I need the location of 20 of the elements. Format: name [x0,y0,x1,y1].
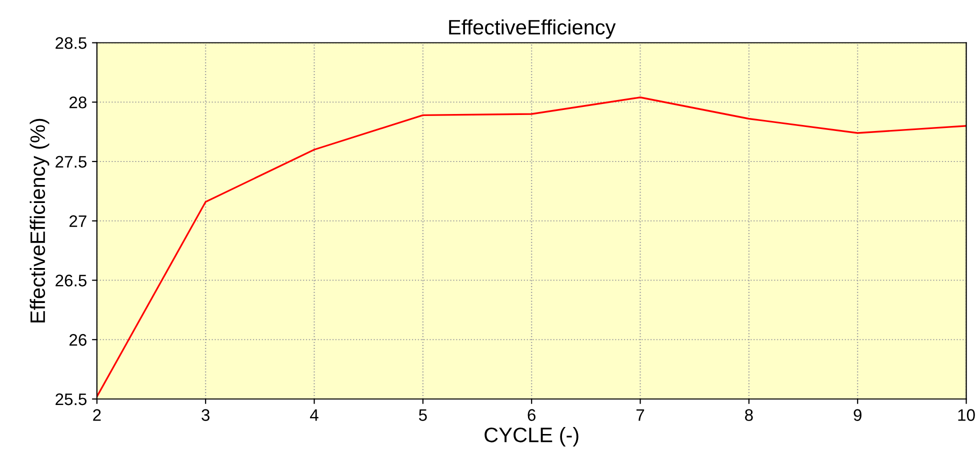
y-tick-label: 27.5 [56,156,87,168]
x-tick-label: 10 [958,409,975,421]
x-tick-label: 3 [202,409,210,421]
y-tick-label: 28.5 [56,37,87,49]
line-series [96,96,966,398]
x-tick-label: 8 [745,409,753,421]
chart-title: EffectiveEfficiency [449,19,616,39]
y-tick-label: 28 [70,96,86,108]
x-tick-label: 2 [93,409,101,421]
x-axis-title: CYCLE (-) [484,427,578,446]
y-tick-label: 27 [70,215,86,227]
x-tick-label: 4 [310,409,318,421]
x-tick-label: 6 [528,409,536,421]
y-tick-label: 25.5 [56,393,87,406]
y-tick-label: 26 [70,334,86,346]
x-tick-label: 5 [418,409,427,421]
y-axis-title: EffectiveEfficiency (%) [30,118,50,322]
x-tick-label: 7 [636,409,644,421]
y-tick-label: 26.5 [56,274,87,286]
x-tick-label: 9 [854,409,862,421]
